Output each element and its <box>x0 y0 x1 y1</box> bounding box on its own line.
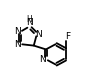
Text: N: N <box>26 18 33 27</box>
Text: N: N <box>14 27 20 36</box>
Text: F: F <box>65 32 70 41</box>
Text: N: N <box>14 40 20 49</box>
Text: N: N <box>39 55 46 64</box>
Text: H: H <box>26 15 32 23</box>
Text: N: N <box>35 30 42 39</box>
